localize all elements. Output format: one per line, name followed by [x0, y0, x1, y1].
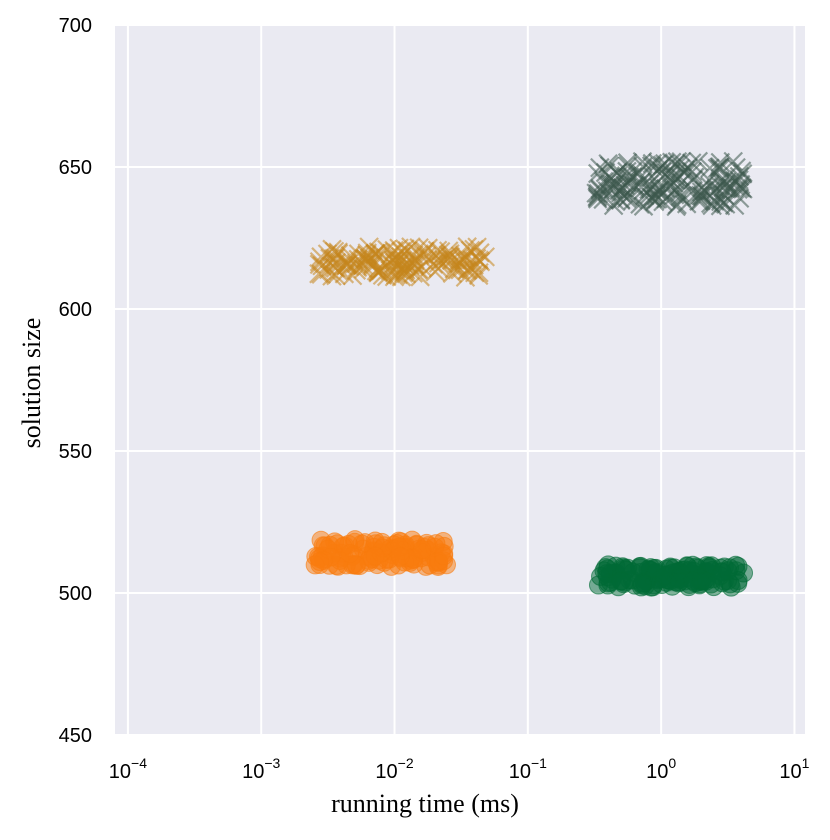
data-point: [700, 158, 720, 178]
data-point: [404, 245, 424, 265]
grid-lines: [115, 24, 805, 736]
y-tick-label: 550: [59, 441, 92, 463]
data-point: [670, 158, 691, 179]
data-point: [709, 157, 729, 177]
data-point: [664, 184, 685, 205]
data-point: [689, 191, 709, 212]
data-point: [656, 163, 677, 184]
data-point: [587, 186, 608, 207]
data-point: [648, 153, 668, 173]
y-tick-label: 500: [59, 583, 92, 605]
y-tick-label: 700: [59, 15, 92, 37]
data-point: [383, 250, 403, 271]
y-tick-label: 600: [59, 299, 92, 321]
data-point: [609, 161, 629, 181]
data-point: [617, 156, 638, 176]
x-tick-label: 10−4: [109, 755, 147, 783]
x-axis-label: running time (ms): [331, 789, 519, 818]
data-point: [711, 191, 731, 212]
data-point: [310, 552, 330, 572]
data-point: [464, 262, 485, 283]
plot-background: [115, 25, 805, 735]
data-point: [611, 571, 631, 591]
data-point: [381, 244, 402, 264]
y-tick-label: 650: [59, 157, 92, 179]
data-point: [632, 573, 652, 593]
y-tick-label: 450: [59, 725, 92, 747]
data-point: [676, 194, 697, 214]
data-point: [412, 540, 432, 560]
data-point: [690, 185, 711, 206]
data-point: [365, 546, 385, 566]
data-point: [340, 544, 360, 564]
x-tick-labels: 10−4 10−3 10−2 10−1 100 101: [109, 755, 810, 783]
data-points: [305, 151, 754, 597]
data-point: [678, 158, 698, 178]
data-point: [718, 561, 738, 581]
data-point: [412, 257, 432, 277]
data-point: [696, 571, 716, 591]
data-point: [457, 237, 477, 257]
data-point: [704, 191, 725, 211]
data-point: [309, 263, 329, 284]
data-point: [324, 257, 344, 277]
data-point: [688, 151, 709, 172]
data-point: [591, 566, 611, 586]
data-point: [368, 261, 389, 282]
data-point: [603, 195, 624, 216]
data-point: [716, 174, 736, 194]
data-point: [729, 166, 750, 187]
data-point: [455, 267, 476, 287]
x-tick-label: 101: [779, 755, 809, 783]
data-point: [441, 250, 462, 271]
data-point: [393, 263, 414, 283]
data-point: [711, 189, 731, 210]
x-tick-label: 10−2: [375, 755, 413, 783]
data-point: [434, 546, 454, 566]
data-point: [606, 191, 626, 212]
data-point: [391, 267, 412, 287]
data-point: [588, 183, 609, 204]
data-point: [348, 249, 369, 270]
x-tick-label: 10−3: [242, 755, 280, 783]
data-point: [733, 179, 753, 199]
data-point: [590, 157, 610, 178]
x-tick-label: 100: [646, 755, 676, 783]
data-point: [649, 180, 670, 201]
data-point: [615, 175, 635, 196]
x-tick-label: 10−1: [509, 755, 547, 783]
y-axis-label: solution size: [17, 318, 46, 449]
y-tick-labels: 450 500 550 600 650 700: [59, 15, 92, 747]
data-point: [328, 243, 349, 264]
data-point: [730, 174, 751, 195]
data-point: [390, 546, 410, 566]
